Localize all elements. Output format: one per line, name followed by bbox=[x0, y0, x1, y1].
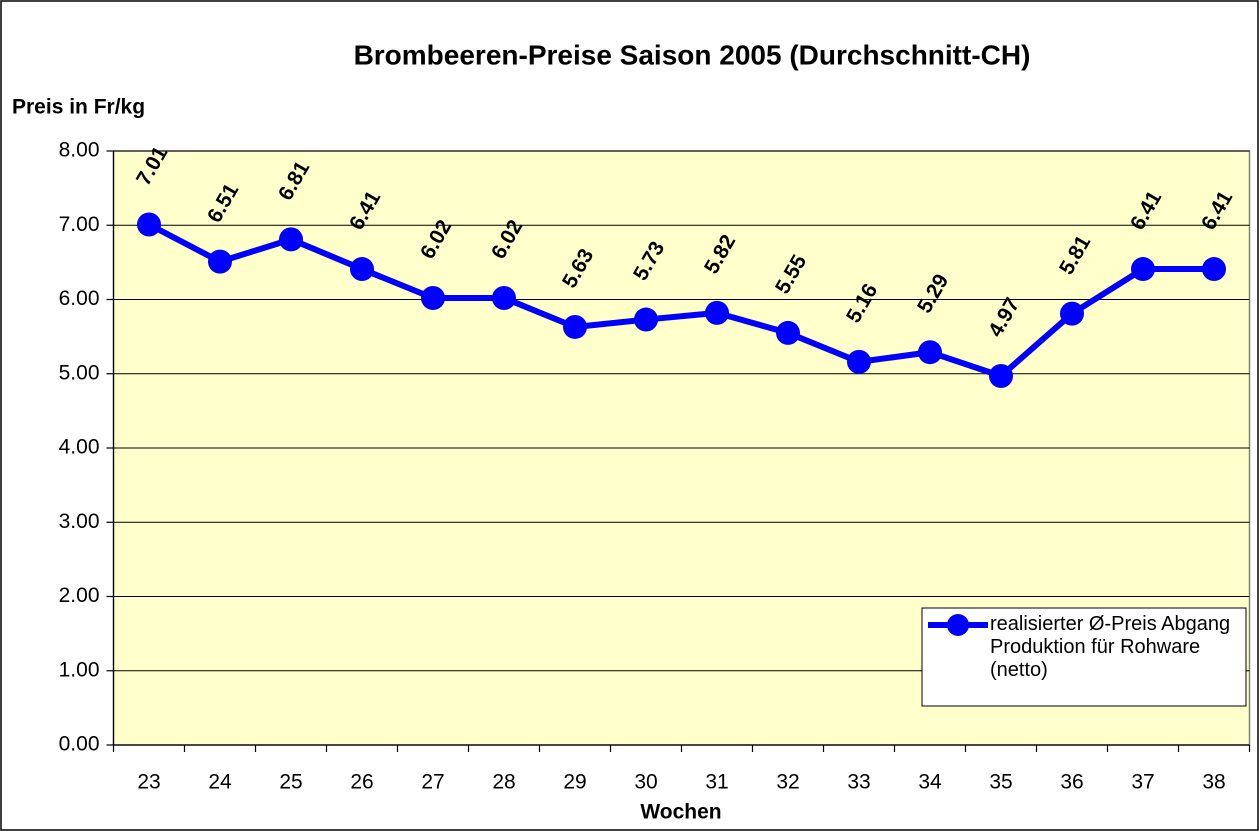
data-point bbox=[208, 249, 232, 274]
legend-label: realisierter Ø-Preis Abgang Produktion f… bbox=[990, 613, 1231, 681]
data-point bbox=[1060, 301, 1084, 326]
data-point bbox=[1202, 257, 1226, 282]
data-point bbox=[705, 300, 729, 325]
data-point bbox=[492, 286, 516, 311]
y-tick-label: 6.00 bbox=[59, 287, 100, 310]
chart-title: Brombeeren-Preise Saison 2005 (Durchschn… bbox=[354, 39, 1031, 70]
data-point bbox=[989, 363, 1013, 388]
y-axis-label: Preis in Fr/kg bbox=[12, 96, 145, 119]
y-tick-label: 7.00 bbox=[59, 213, 100, 236]
x-tick-label: 25 bbox=[279, 771, 302, 794]
legend-entry: realisierter Ø-Preis Abgang Produktion f… bbox=[990, 613, 1231, 681]
data-point bbox=[137, 212, 161, 237]
data-point bbox=[847, 349, 871, 374]
y-tick-label: 1.00 bbox=[59, 658, 100, 681]
x-tick-label: 23 bbox=[137, 771, 160, 794]
x-tick-label: 34 bbox=[918, 771, 942, 794]
data-point bbox=[776, 320, 800, 345]
y-tick-label: 5.00 bbox=[59, 361, 100, 384]
data-point bbox=[563, 314, 587, 339]
x-tick-label: 32 bbox=[776, 771, 799, 794]
legend-marker bbox=[947, 614, 969, 636]
y-tick-label: 8.00 bbox=[59, 139, 100, 162]
series-line bbox=[147, 221, 1214, 379]
x-axis-label: Wochen bbox=[640, 801, 721, 824]
y-tick-label: 0.00 bbox=[59, 733, 100, 756]
data-point bbox=[279, 227, 303, 252]
x-tick-label: 30 bbox=[634, 771, 657, 794]
x-tick-label: 29 bbox=[563, 771, 586, 794]
x-tick-label: 27 bbox=[421, 771, 444, 794]
x-tick-label: 36 bbox=[1060, 771, 1083, 794]
y-tick-label: 2.00 bbox=[59, 584, 100, 607]
x-tick-label: 37 bbox=[1131, 771, 1154, 794]
x-tick-label: 38 bbox=[1202, 771, 1225, 794]
x-tick-label: 33 bbox=[847, 771, 870, 794]
data-point bbox=[918, 340, 942, 365]
data-point bbox=[421, 286, 445, 311]
x-tick-label: 28 bbox=[492, 771, 515, 794]
data-point bbox=[634, 307, 658, 332]
data-point bbox=[350, 257, 374, 282]
y-tick-label: 3.00 bbox=[59, 510, 100, 533]
x-tick-label: 26 bbox=[350, 771, 373, 794]
y-tick-label: 4.00 bbox=[59, 436, 100, 459]
x-tick-label: 31 bbox=[705, 771, 728, 794]
x-tick-label: 35 bbox=[989, 771, 1012, 794]
data-point bbox=[1131, 257, 1155, 282]
x-tick-label: 24 bbox=[208, 771, 232, 794]
